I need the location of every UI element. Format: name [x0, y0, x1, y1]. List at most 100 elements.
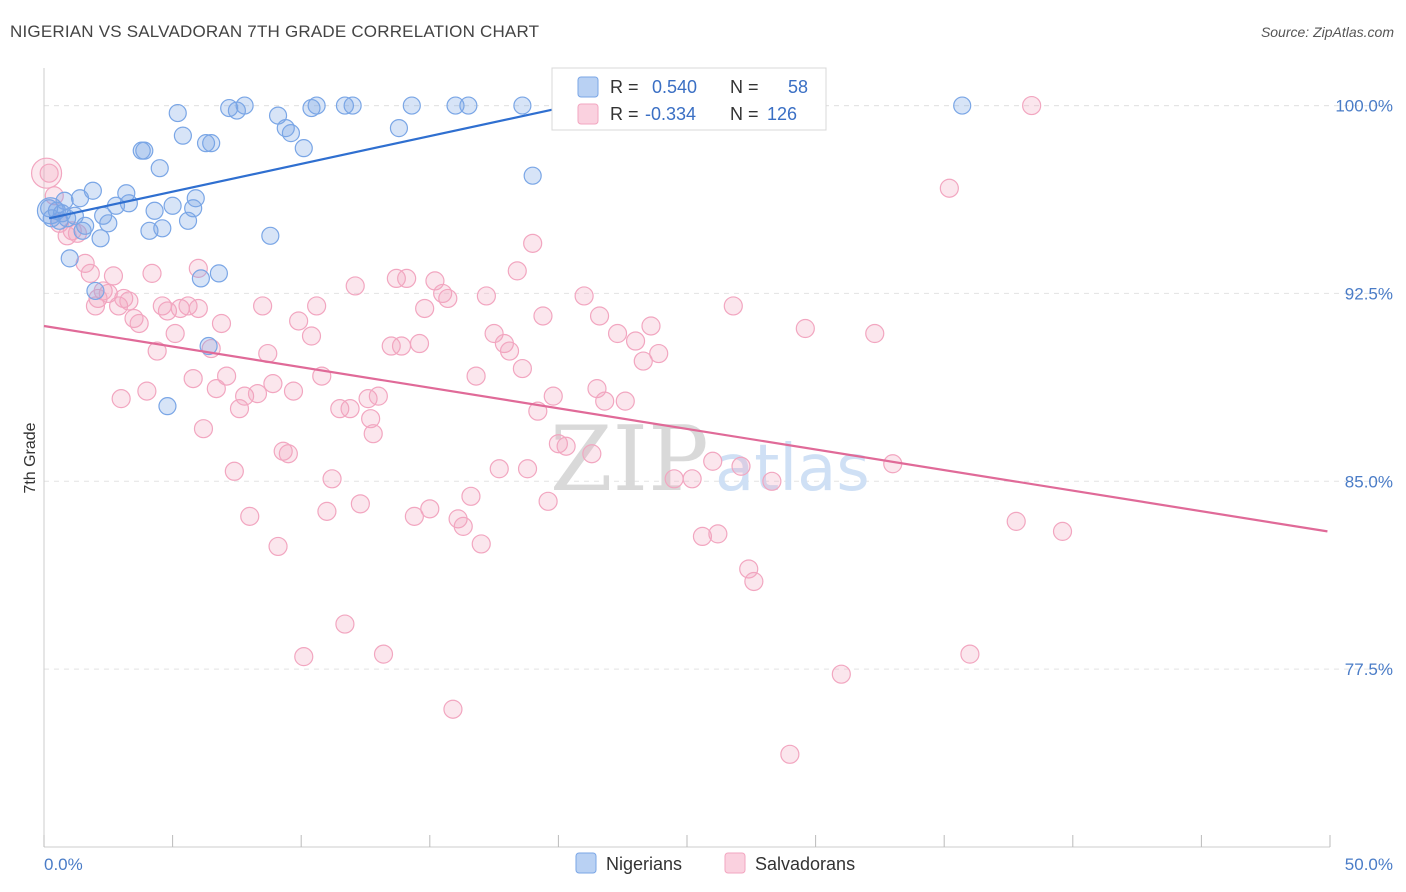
nigerian-point: [145, 201, 164, 220]
salvadoran-point: [1052, 521, 1073, 541]
salvadoran-point: [247, 384, 268, 404]
salvadoran-point: [708, 524, 728, 544]
salvadoran-point: [471, 534, 491, 554]
nigerian-point: [343, 96, 362, 115]
salvadoran-point: [1006, 511, 1026, 531]
legend-swatch-salvadorans: [724, 852, 746, 874]
nigerian-point: [446, 96, 465, 115]
salvadoran-point: [538, 491, 558, 511]
salvadoran-point: [780, 744, 800, 764]
salvadoran-point: [103, 266, 124, 286]
nigerian-point: [76, 216, 95, 235]
salvadoran-point: [438, 288, 458, 309]
salvadoran-point: [39, 163, 59, 183]
nigerian-point: [459, 96, 478, 115]
salvadorans-points: [30, 95, 1073, 764]
salvadoran-point: [939, 178, 959, 198]
salvadoran-point: [453, 516, 473, 536]
salvadoran-point: [391, 336, 412, 356]
nigerian-point: [150, 159, 169, 178]
legend-n-label: N =: [730, 104, 759, 124]
nigerian-point: [168, 103, 187, 123]
nigerian-point: [202, 134, 221, 153]
salvadoran-point: [317, 501, 337, 521]
stats-legend: R = 0.540 N = 58 R = -0.334 N = 126: [551, 67, 827, 131]
salvadoran-point: [283, 381, 304, 401]
salvadoran-point: [404, 506, 424, 526]
salvadoran-point: [731, 456, 751, 476]
nigerian-point: [953, 96, 972, 115]
x-tick-labels: 0.0% 50.0%: [44, 855, 1393, 874]
salvadoran-point: [273, 441, 293, 461]
series-legend: Nigerians Salvadorans: [575, 852, 855, 874]
salvadoran-point: [615, 391, 635, 411]
salvadoran-point: [1022, 95, 1042, 116]
salvadoran-point: [147, 341, 167, 361]
salvadoran-point: [595, 391, 615, 411]
y-tick-labels: 100.0% 92.5% 85.0% 77.5%: [1335, 97, 1393, 680]
legend-label-salvadorans: Salvadorans: [755, 854, 855, 874]
legend-swatch-nigerians: [575, 852, 597, 874]
salvadoran-point: [533, 306, 553, 326]
nigerian-point: [523, 166, 542, 185]
salvadoran-point: [229, 399, 250, 419]
salvadoran-point: [114, 288, 134, 309]
salvadoran-point: [461, 486, 481, 506]
nigerian-point: [261, 226, 280, 245]
salvadoran-point: [345, 276, 365, 296]
legend-n-label: N =: [730, 77, 759, 97]
salvadoran-point: [129, 313, 149, 334]
salvadoran-point: [363, 424, 383, 444]
salvadoran-point: [165, 323, 185, 344]
salvadoran-point: [739, 559, 759, 579]
chart-source: Source: ZipAtlas.com: [1260, 24, 1394, 40]
trend-lines: [43, 104, 1328, 533]
nigerian-point: [389, 119, 409, 138]
nigerian-point: [307, 96, 326, 115]
salvadoran-point: [641, 316, 661, 336]
salvadoran-point: [137, 381, 157, 401]
nigerian-point: [83, 181, 102, 200]
salvadoran-point: [193, 419, 214, 439]
y-tick-label: 85.0%: [1345, 472, 1393, 491]
salvadoran-point: [664, 469, 684, 489]
nigerian-point: [209, 264, 228, 283]
salvadoran-point: [507, 261, 527, 281]
salvadoran-point: [499, 341, 520, 361]
nigerian-point: [173, 126, 192, 145]
salvadoran-point: [278, 444, 298, 464]
salvadoran-point: [268, 536, 288, 557]
salvadoran-point: [381, 336, 401, 356]
salvadoran-point: [960, 644, 980, 664]
nigerian-point: [60, 249, 79, 268]
salvadoran-point: [263, 374, 283, 394]
nigerian-point: [163, 196, 182, 215]
salvadoran-point: [517, 459, 538, 479]
y-tick-label: 92.5%: [1345, 284, 1393, 303]
nigerians-points: [36, 96, 972, 416]
nigerian-point: [91, 229, 110, 248]
salvadoran-point: [289, 311, 309, 331]
y-tick-label: 100.0%: [1335, 97, 1393, 116]
salvadoran-point: [361, 409, 381, 429]
nigerian-point: [158, 397, 177, 416]
salvadoran-point: [556, 436, 576, 456]
nigerian-point: [402, 96, 421, 115]
salvadoran-point: [294, 647, 314, 667]
watermark: ZIP atlas: [550, 407, 870, 512]
nigerian-point: [513, 96, 532, 115]
x-tick-label: 0.0%: [44, 855, 83, 874]
salvadoran-point: [111, 389, 131, 409]
chart-title: NIGERIAN VS SALVADORAN 7TH GRADE CORRELA…: [10, 22, 540, 41]
salvadoran-point: [240, 506, 260, 526]
salvadoran-point: [373, 644, 394, 664]
nigerians-trend-line: [48, 104, 572, 220]
salvadoran-point: [762, 471, 782, 491]
salvadoran-point: [368, 386, 388, 406]
salvadoran-point: [301, 326, 322, 346]
salvadoran-point: [211, 313, 232, 334]
salvadoran-point: [415, 298, 435, 319]
salvadoran-point: [633, 351, 653, 371]
salvadoran-point: [397, 268, 417, 289]
salvadoran-point: [386, 268, 406, 289]
